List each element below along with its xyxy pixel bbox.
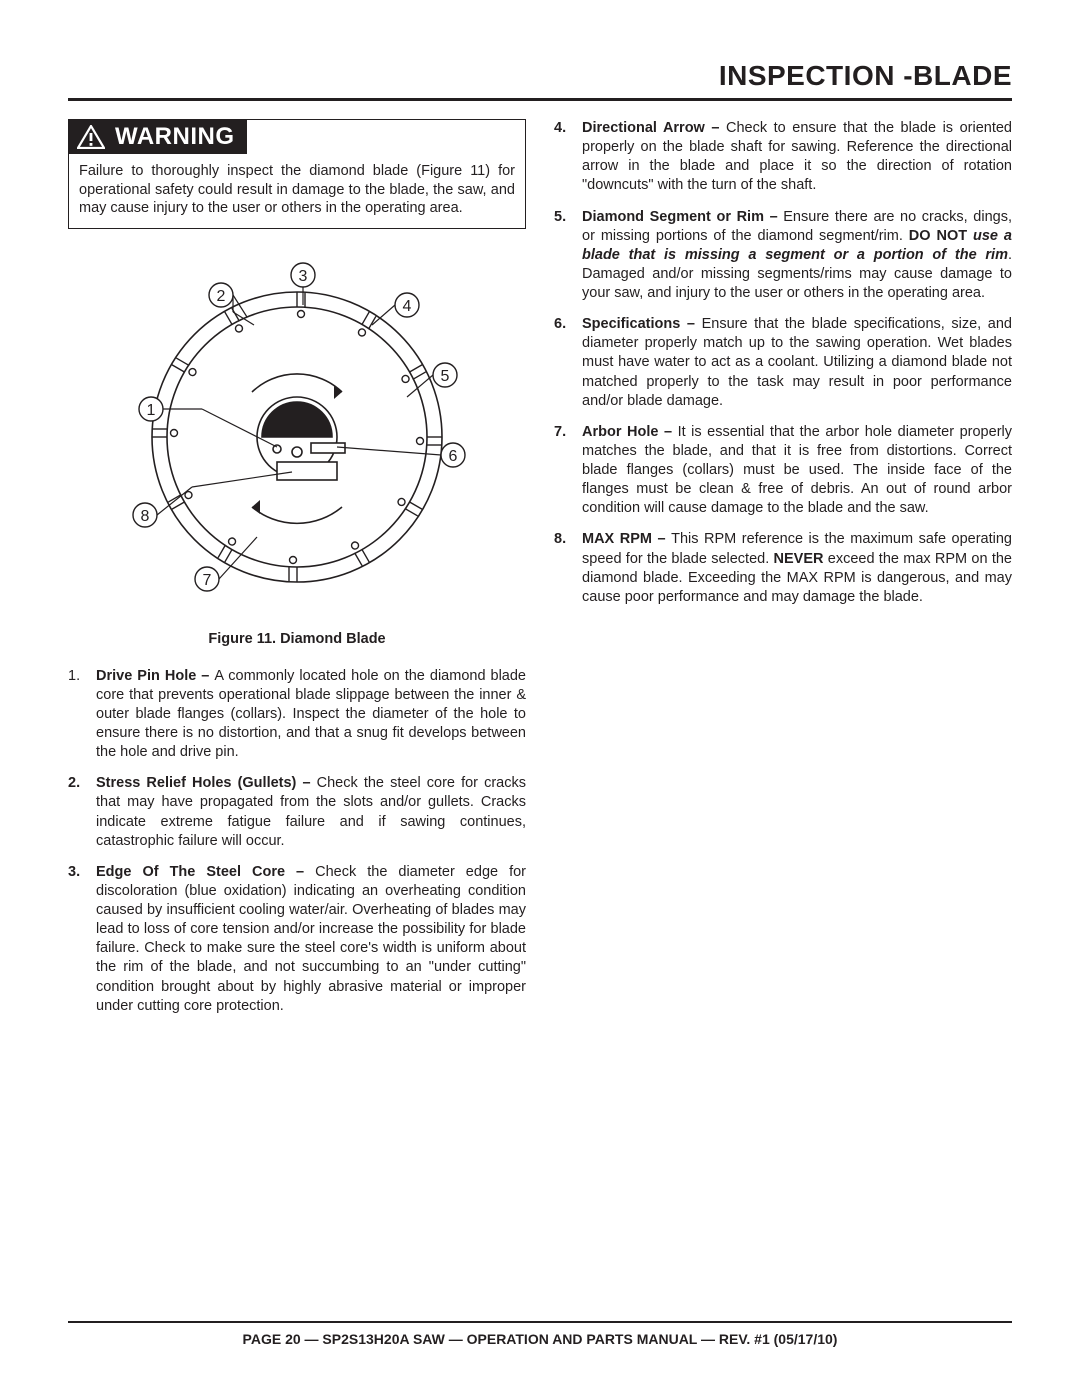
warning-icon	[77, 125, 105, 149]
warning-label: WARNING	[115, 123, 235, 151]
left-column: WARNING Failure to thoroughly inspect th…	[68, 119, 526, 1028]
callout-1: 1	[147, 402, 156, 419]
item-num: 1.	[68, 667, 80, 686]
items-right: 4. Directional Arrow – Check to ensure t…	[554, 119, 1012, 607]
item-num: 3.	[68, 863, 80, 882]
item-7: 7. Arbor Hole – It is essential that the…	[554, 423, 1012, 519]
item-4: 4. Directional Arrow – Check to ensure t…	[554, 119, 1012, 196]
item-1: 1. Drive Pin Hole – A commonly located h…	[68, 667, 526, 763]
footer-text: PAGE 20 — SP2S13H20A SAW — OPERATION AND…	[68, 1331, 1012, 1347]
items-left: 1. Drive Pin Hole – A commonly located h…	[68, 667, 526, 1016]
item-title: Edge Of The Steel Core –	[96, 864, 315, 880]
content-columns: WARNING Failure to thoroughly inspect th…	[68, 119, 1012, 1028]
item-emph1: NEVER	[774, 551, 824, 567]
right-column: 4. Directional Arrow – Check to ensure t…	[554, 119, 1012, 1028]
item-num: 2.	[68, 774, 80, 793]
warning-banner: WARNING	[69, 120, 247, 154]
footer-rule	[68, 1321, 1012, 1323]
callout-3: 3	[299, 268, 308, 285]
item-2: 2. Stress Relief Holes (Gullets) – Check…	[68, 774, 526, 851]
item-6: 6. Specifications – Ensure that the blad…	[554, 315, 1012, 411]
item-title: Stress Relief Holes (Gullets) –	[96, 775, 317, 791]
callout-4: 4	[403, 298, 412, 315]
item-title: MAX RPM –	[582, 531, 671, 547]
warning-text: Failure to thoroughly inspect the diamon…	[79, 162, 515, 218]
item-emph1: DO NOT	[909, 228, 973, 244]
item-body: Check the diameter edge for discoloratio…	[96, 864, 526, 1014]
item-title: Arbor Hole –	[582, 424, 678, 440]
callout-2: 2	[217, 288, 226, 305]
item-num: 5.	[554, 208, 566, 227]
page-title: INSPECTION -BLADE	[68, 60, 1012, 92]
callout-6: 6	[449, 448, 458, 465]
item-num: 8.	[554, 530, 566, 549]
item-5: 5. Diamond Segment or Rim – Ensure there…	[554, 208, 1012, 304]
figure-11: 1 2 3 4 5 6 7 8 Figure 11. Diamond Blade	[68, 247, 526, 647]
item-title: Diamond Segment or Rim –	[582, 209, 783, 225]
warning-box: WARNING Failure to thoroughly inspect th…	[68, 119, 526, 229]
item-num: 6.	[554, 315, 566, 334]
item-num: 4.	[554, 119, 566, 138]
item-title: Directional Arrow –	[582, 120, 726, 136]
item-3: 3. Edge Of The Steel Core – Check the di…	[68, 863, 526, 1016]
item-num: 7.	[554, 423, 566, 442]
item-8: 8. MAX RPM – This RPM reference is the m…	[554, 530, 1012, 607]
figure-caption: Figure 11. Diamond Blade	[68, 631, 526, 647]
callout-7: 7	[203, 572, 212, 589]
callout-5: 5	[441, 368, 450, 385]
item-title: Specifications –	[582, 316, 702, 332]
footer: PAGE 20 — SP2S13H20A SAW — OPERATION AND…	[68, 1321, 1012, 1347]
callout-8: 8	[141, 508, 150, 525]
header-rule	[68, 98, 1012, 101]
item-title: Drive Pin Hole –	[96, 668, 214, 684]
blade-diagram: 1 2 3 4 5 6 7 8	[97, 247, 497, 617]
